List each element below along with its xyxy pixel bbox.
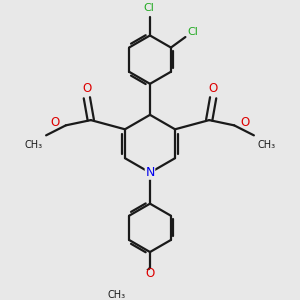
Text: CH₃: CH₃ — [107, 290, 126, 300]
Text: N: N — [145, 166, 155, 179]
Text: Cl: Cl — [143, 3, 154, 13]
Text: O: O — [208, 82, 218, 95]
Text: O: O — [146, 267, 154, 280]
Text: O: O — [51, 116, 60, 129]
Text: O: O — [240, 116, 249, 129]
Text: CH₃: CH₃ — [258, 140, 276, 150]
Text: CH₃: CH₃ — [24, 140, 42, 150]
Text: O: O — [82, 82, 92, 95]
Text: Cl: Cl — [188, 27, 199, 37]
